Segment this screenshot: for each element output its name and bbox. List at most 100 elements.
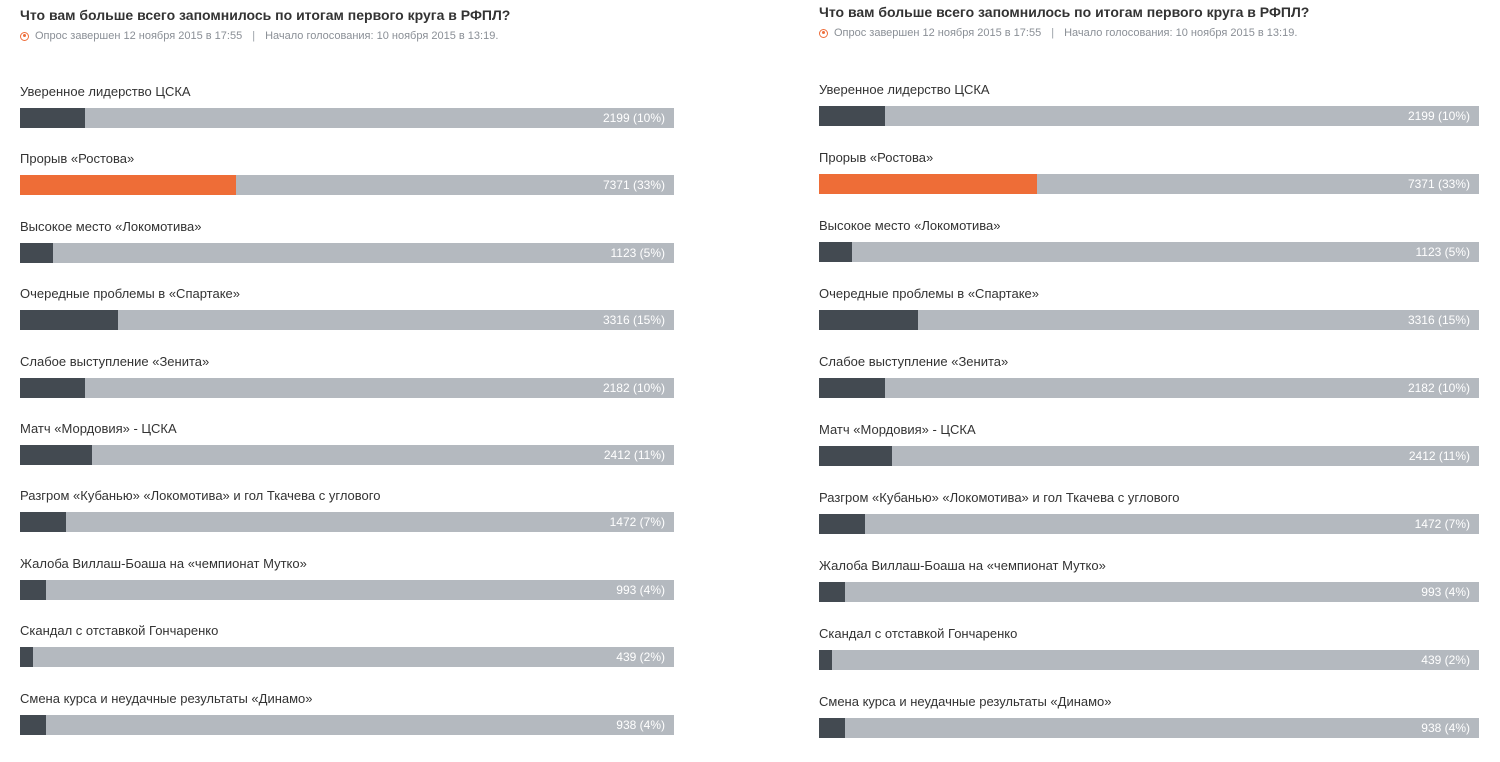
result-value: 2412 (11%)	[603, 447, 665, 462]
option-label: Уверенное лидерство ЦСКА	[819, 82, 990, 97]
result-bar: 1123 (5%)	[819, 242, 1479, 262]
result-value: 2182 (10%)	[602, 380, 665, 395]
result-value: 1472 (7%)	[1414, 517, 1470, 531]
result-bar: 993 (4%)	[819, 582, 1479, 602]
result-value: 1472 (7%)	[609, 515, 665, 530]
result-bar: 1472 (7%)	[20, 512, 674, 533]
meta-separator: |	[1051, 27, 1055, 39]
result-value: 993 (4%)	[616, 582, 665, 597]
result-bar-fill	[20, 310, 119, 331]
poll-meta: Опрос завершен 12 ноября 2015 в 17:55 | …	[20, 30, 498, 42]
result-bar: 938 (4%)	[819, 718, 1479, 738]
result-value: 3316 (15%)	[602, 313, 665, 328]
result-bar-fill	[819, 106, 885, 126]
option-label: Скандал с отставкой Гончаренко	[819, 626, 1018, 641]
poll-option: Уверенное лидерство ЦСКА 2199 (10%)	[819, 82, 1479, 150]
option-label: Прорыв «Ростова»	[819, 150, 934, 165]
result-bar: 7371 (33%)	[819, 174, 1479, 194]
poll-start-date: Начало голосования: 10 ноября 2015 в 13:…	[1064, 27, 1298, 39]
result-value: 2199 (10%)	[1407, 109, 1470, 123]
result-bar-fill	[819, 582, 846, 602]
result-value: 439 (2%)	[1421, 653, 1470, 667]
result-bar-fill	[819, 650, 833, 670]
poll-status: Опрос завершен 12 ноября 2015 в 17:55	[35, 30, 243, 42]
option-label: Очередные проблемы в «Спартаке»	[819, 286, 1039, 301]
result-value: 439 (2%)	[616, 650, 665, 665]
result-value: 938 (4%)	[616, 717, 665, 732]
option-label: Жалоба Виллаш-Боаша на «чемпионат Мутко»	[20, 555, 307, 571]
result-bar-fill	[819, 446, 892, 466]
option-label: Высокое место «Локомотива»	[819, 218, 1001, 233]
option-label: Разгром «Кубанью» «Локомотива» и гол Тка…	[20, 488, 381, 504]
poll-title: Что вам больше всего запомнилось по итог…	[819, 4, 1310, 20]
result-bar: 1123 (5%)	[20, 242, 674, 263]
result-bar-fill	[20, 579, 47, 600]
option-label: Смена курса и неудачные результаты «Дина…	[20, 690, 313, 706]
poll-options: Уверенное лидерство ЦСКА 2199 (10%) Прорыв…	[20, 84, 674, 758]
result-bar: 439 (2%)	[819, 650, 1479, 670]
result-bar-fill	[819, 378, 885, 398]
option-label: Матч «Мордовия» - ЦСКА	[819, 422, 976, 437]
result-bar-fill	[20, 108, 86, 128]
option-label: Скандал с отставкой Гончаренко	[20, 623, 219, 639]
poll-option: Разгром «Кубанью» «Локомотива» и гол Тка…	[819, 490, 1479, 558]
poll-option: Смена курса и неудачные результаты «Дина…	[819, 694, 1479, 762]
option-label: Уверенное лидерство ЦСКА	[20, 84, 191, 99]
option-label: Очередные проблемы в «Спартаке»	[20, 286, 240, 302]
result-bar-fill	[819, 174, 1037, 194]
result-bar-fill	[20, 377, 86, 398]
status-dot-icon	[20, 31, 29, 41]
result-bar: 3316 (15%)	[20, 310, 674, 331]
result-value: 2199 (10%)	[602, 111, 665, 125]
result-value: 1123 (5%)	[1415, 245, 1470, 259]
poll-option: Смена курса и неудачные результаты «Дина…	[20, 691, 674, 758]
poll-option: Очередные проблемы в «Спартаке» 3316 (15%…	[20, 286, 674, 353]
poll-option: Высокое место «Локомотива» 1123 (5%)	[20, 219, 674, 286]
poll-option: Очередные проблемы в «Спартаке» 3316 (15%…	[819, 286, 1479, 354]
option-label: Разгром «Кубанью» «Локомотива» и гол Тка…	[819, 490, 1180, 505]
poll-option: Прорыв «Ростова» 7371 (33%)	[20, 151, 674, 218]
result-bar: 439 (2%)	[20, 647, 674, 668]
result-bar-fill	[20, 175, 236, 196]
result-bar-fill	[819, 718, 846, 738]
result-value: 1123 (5%)	[610, 245, 665, 260]
result-bar: 1472 (7%)	[819, 514, 1479, 534]
result-bar: 2199 (10%)	[20, 108, 674, 128]
poll-status: Опрос завершен 12 ноября 2015 в 17:55	[834, 27, 1042, 39]
poll-option: Скандал с отставкой Гончаренко 439 (2%)	[20, 623, 674, 690]
poll-option: Матч «Мордовия» - ЦСКА 2412 (11%)	[20, 421, 674, 488]
option-label: Прорыв «Ростова»	[20, 151, 135, 167]
poll-option: Прорыв «Ростова» 7371 (33%)	[819, 150, 1479, 218]
result-bar: 2182 (10%)	[819, 378, 1479, 398]
result-bar: 3316 (15%)	[819, 310, 1479, 330]
result-bar-fill	[819, 310, 918, 330]
result-value: 2182 (10%)	[1407, 381, 1470, 395]
result-bar: 2412 (11%)	[20, 444, 674, 465]
poll-option: Слабое выступление «Зенита» 2182 (10%)	[819, 354, 1479, 422]
option-label: Смена курса и неудачные результаты «Дина…	[819, 694, 1112, 709]
result-bar-fill	[819, 514, 866, 534]
option-label: Жалоба Виллаш-Боаша на «чемпионат Мутко»	[819, 558, 1106, 573]
result-bar: 2412 (11%)	[819, 446, 1479, 466]
poll-start-date: Начало голосования: 10 ноября 2015 в 13:…	[265, 30, 499, 42]
poll-option: Высокое место «Локомотива» 1123 (5%)	[819, 218, 1479, 286]
option-label: Матч «Мордовия» - ЦСКА	[20, 420, 177, 436]
result-bar: 938 (4%)	[20, 714, 674, 735]
poll-option: Матч «Мордовия» - ЦСКА 2412 (11%)	[819, 422, 1479, 490]
poll-option: Уверенное лидерство ЦСКА 2199 (10%)	[20, 84, 674, 151]
result-bar: 2199 (10%)	[819, 106, 1479, 126]
result-value: 7371 (33%)	[602, 178, 665, 193]
option-label: Слабое выступление «Зенита»	[20, 353, 210, 369]
poll-option: Слабое выступление «Зенита» 2182 (10%)	[20, 354, 674, 421]
poll-title: Что вам больше всего запомнилось по итог…	[20, 7, 511, 23]
meta-separator: |	[252, 30, 256, 42]
poll-option: Жалоба Виллаш-Боаша на «чемпионат Мутко»…	[819, 558, 1479, 626]
result-bar-fill	[819, 242, 852, 262]
poll-option: Разгром «Кубанью» «Локомотива» и гол Тка…	[20, 488, 674, 555]
status-dot-icon	[819, 28, 828, 38]
result-bar-fill	[20, 444, 92, 465]
result-value: 7371 (33%)	[1407, 177, 1470, 191]
result-bar: 2182 (10%)	[20, 377, 674, 398]
poll-option: Скандал с отставкой Гончаренко 439 (2%)	[819, 626, 1479, 694]
result-bar: 7371 (33%)	[20, 175, 674, 196]
